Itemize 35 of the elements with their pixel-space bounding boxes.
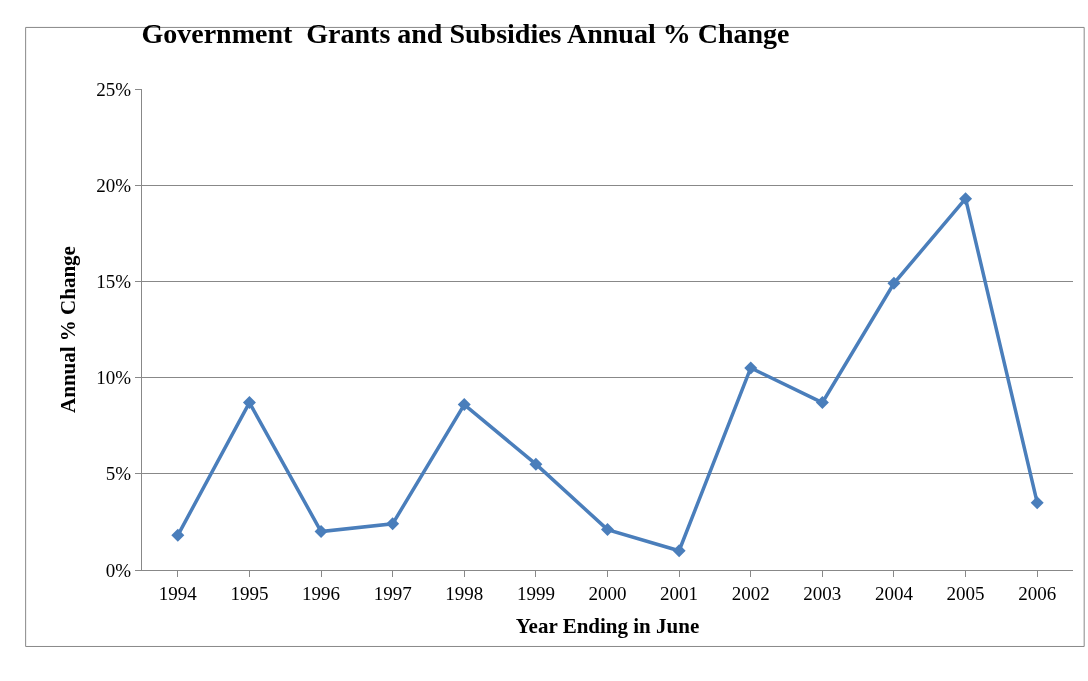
point xyxy=(314,525,328,539)
x-tick-label: 2000 xyxy=(588,582,627,604)
x-tick-label: 2003 xyxy=(803,582,842,604)
x-tick-label: 1998 xyxy=(445,582,484,604)
x-tick-label: 2001 xyxy=(660,582,699,604)
x-tick-label: 2004 xyxy=(874,582,914,604)
point xyxy=(601,523,614,537)
point xyxy=(529,457,543,471)
x-tick-label: 2002 xyxy=(731,582,770,604)
point xyxy=(672,544,686,558)
x-tick-label: 1994 xyxy=(158,582,198,604)
x-tick-label: 1995 xyxy=(230,582,269,604)
point xyxy=(242,396,256,410)
x-tick-label: 1999 xyxy=(516,582,555,604)
x-axis-title: Year Ending in June xyxy=(515,614,700,638)
x-tick-label: 1997 xyxy=(373,582,412,604)
point xyxy=(1030,496,1044,510)
y-tick-label: 15% xyxy=(96,271,132,293)
y-axis-title: Annual % Change xyxy=(55,246,80,413)
point xyxy=(744,361,758,375)
y-tick-label: 5% xyxy=(105,463,132,485)
point xyxy=(959,192,973,206)
x-tick-label: 2005 xyxy=(946,582,985,604)
x-tick-label: 2006 xyxy=(1018,582,1057,604)
chart-title: Government Grants and Subsidies Annual % Change xyxy=(141,18,790,50)
point xyxy=(457,398,471,412)
y-tick-label: 20% xyxy=(96,174,132,196)
y-tick-label: 0% xyxy=(105,559,132,581)
point xyxy=(386,517,400,531)
point xyxy=(171,528,185,542)
point xyxy=(887,276,901,290)
x-tick-label: 1996 xyxy=(302,582,341,604)
y-tick-label: 25% xyxy=(96,78,132,100)
point xyxy=(815,396,829,410)
y-tick-label: 10% xyxy=(96,367,132,389)
